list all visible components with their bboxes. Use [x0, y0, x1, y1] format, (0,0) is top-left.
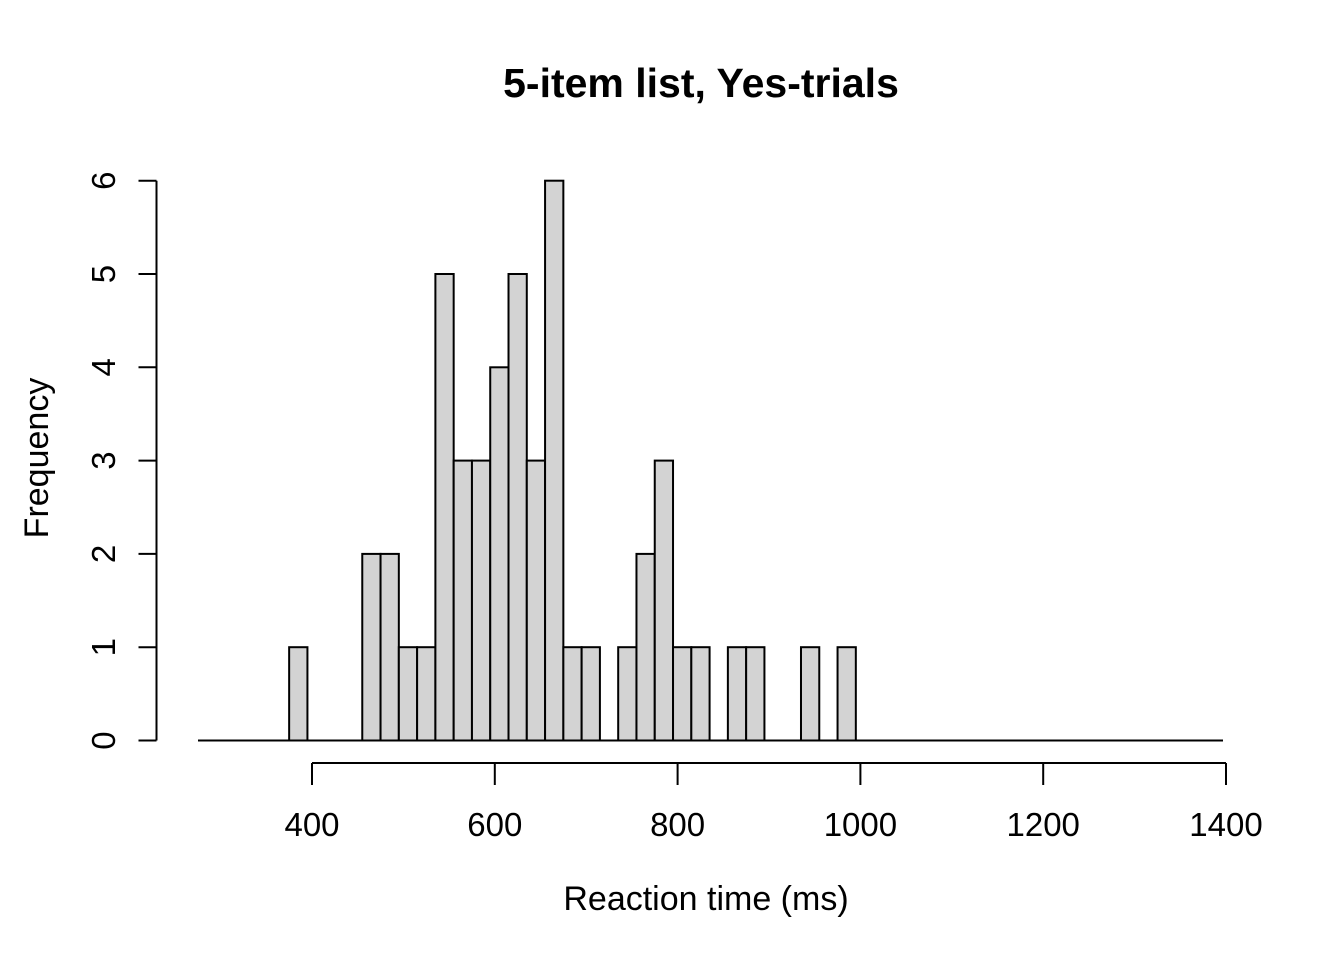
histogram-bar [288, 646, 309, 742]
histogram-bar [799, 646, 821, 742]
histogram-bar [617, 646, 638, 742]
histogram-bar [562, 646, 583, 742]
histogram-bar [379, 552, 400, 742]
histogram-bar [690, 646, 711, 742]
x-tick-label: 800 [650, 806, 705, 843]
y-tick-label: 3 [85, 451, 122, 469]
x-tick-label: 400 [284, 806, 339, 843]
histogram-bar [507, 273, 528, 742]
y-axis-label: Frequency [18, 378, 56, 539]
x-axis: 400 600 800 1000 1200 1400 [284, 762, 1263, 843]
histogram-bar [544, 179, 565, 742]
y-axis: 0 1 2 3 4 5 6 [85, 172, 158, 750]
x-tick-label: 1400 [1189, 806, 1262, 843]
plot-title: 5-item list, Yes-trials [503, 60, 899, 106]
histogram-bar [580, 646, 601, 742]
x-tick-label: 1200 [1006, 806, 1079, 843]
y-tick-label: 0 [85, 731, 122, 749]
y-tick-label: 2 [85, 545, 122, 563]
histogram-bar [489, 366, 510, 742]
histogram-bar [836, 646, 857, 742]
histogram-bar [434, 273, 455, 742]
histogram-bar [525, 459, 547, 742]
y-tick-label: 5 [85, 265, 122, 283]
histogram-bar [672, 646, 693, 742]
histogram-bar [726, 646, 748, 742]
histogram-bar [416, 646, 437, 742]
histogram-bar [397, 646, 419, 742]
x-tick-label: 1000 [824, 806, 897, 843]
histogram-bars [288, 179, 857, 742]
histogram-bar [452, 459, 473, 742]
histogram-bar [653, 459, 675, 742]
y-tick-label: 4 [85, 358, 122, 376]
y-tick-label: 1 [85, 638, 122, 656]
x-tick-label: 600 [467, 806, 522, 843]
histogram-bar [470, 459, 492, 742]
histogram-bar [745, 646, 766, 742]
histogram-bar [361, 552, 382, 742]
y-tick-label: 6 [85, 172, 122, 190]
x-axis-label: Reaction time (ms) [563, 880, 848, 918]
histogram-bar [635, 552, 656, 742]
